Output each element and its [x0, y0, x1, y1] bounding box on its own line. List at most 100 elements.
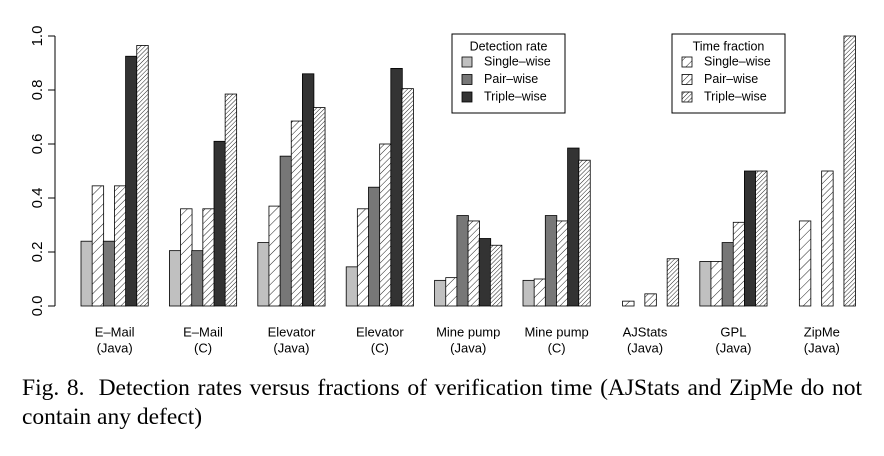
bar-detection_single: [699, 261, 712, 307]
figure-caption: Fig. 8. Detection rates versus fractions …: [22, 374, 862, 432]
legend-title: Time fraction: [693, 39, 765, 53]
legend-entry: Triple–wise: [484, 89, 547, 103]
bar-group: [522, 147, 591, 307]
legend-entry: Single–wise: [704, 54, 771, 68]
bar-detection_single: [345, 266, 359, 307]
bar-time_triple: [666, 258, 680, 307]
bar-time_single: [710, 261, 723, 307]
category-sublabel: (C): [548, 340, 566, 355]
bar-time_single: [356, 208, 370, 307]
bar-detection_single: [80, 240, 93, 307]
bar-time_single: [445, 277, 458, 307]
bar-time_single: [798, 220, 812, 307]
category-sublabel: (Java): [627, 340, 663, 355]
legend-entry: Triple–wise: [704, 89, 767, 103]
bar-detection_single: [522, 279, 535, 307]
bar-time_pair: [732, 221, 746, 307]
category-label: ZipMe: [804, 324, 840, 339]
bar-detection_single: [168, 250, 182, 307]
bar-time_triple: [401, 88, 414, 307]
bar-detection_pair: [279, 155, 293, 307]
category-label: GPL: [720, 324, 746, 339]
legend-swatch: [461, 74, 473, 85]
legends: Detection rateSingle–wisePair–wiseTriple…: [451, 33, 786, 114]
bar-group: [434, 215, 503, 307]
legend-title: Detection rate: [470, 39, 548, 53]
bar-time_single: [91, 185, 105, 307]
category-label: E–Mail: [183, 324, 223, 339]
y-tick-label: 0.4: [29, 188, 46, 209]
bar-group: [622, 258, 680, 307]
bar-time_triple: [489, 244, 503, 307]
bar-group: [80, 45, 149, 307]
bar-detection_pair: [721, 242, 734, 307]
y-tick-label: 1.0: [29, 26, 46, 47]
caption-text: Detection rates versus fractions of veri…: [22, 375, 862, 430]
bar-time_triple: [578, 159, 591, 307]
category-label: Mine pump: [524, 324, 588, 339]
category-sublabel: (C): [371, 340, 389, 355]
category-sublabel: (Java): [450, 340, 486, 355]
bar-detection_triple: [478, 238, 492, 307]
bar-detection_triple: [744, 170, 757, 307]
category-sublabel: (Java): [273, 340, 309, 355]
legend-entry: Pair–wise: [704, 72, 758, 86]
bar-detection_single: [434, 279, 447, 307]
y-tick-label: 0.8: [29, 80, 46, 101]
bar-group: [257, 73, 326, 307]
bar-detection_pair: [102, 240, 116, 307]
category-label: E–Mail: [95, 324, 135, 339]
legend-swatch: [461, 56, 473, 68]
bar-detection_triple: [213, 140, 226, 307]
bar-time_pair: [821, 170, 834, 307]
bar-time_pair: [114, 185, 127, 307]
bar-time_single: [268, 205, 281, 307]
legend-entry: Pair–wise: [484, 72, 538, 86]
bar-time_triple: [136, 45, 149, 307]
category-sublabel: (Java): [715, 340, 751, 355]
bar-time_single: [533, 278, 547, 307]
bar-time_single: [180, 208, 193, 307]
category-sublabel: (Java): [804, 340, 840, 355]
bar-detection_triple: [301, 73, 315, 307]
category-label: AJStats: [623, 324, 668, 339]
bar-detection_pair: [368, 186, 381, 307]
legend-swatch: [681, 74, 693, 85]
bar-detection_triple: [125, 55, 138, 307]
bar-detection_pair: [191, 250, 204, 307]
bar-time_pair: [202, 208, 215, 307]
legend-swatch: [681, 56, 693, 68]
category-sublabel: (C): [194, 340, 212, 355]
category-label: Mine pump: [436, 324, 500, 339]
bar-detection_single: [257, 242, 270, 307]
bar-time_triple: [224, 93, 238, 307]
category-label: Elevator: [356, 324, 404, 339]
bar-group: [168, 93, 238, 307]
bars: [80, 35, 856, 307]
bar-group: [699, 170, 768, 307]
y-tick-label: 0.6: [29, 134, 46, 155]
bar-detection_pair: [456, 215, 469, 307]
bar-time_pair: [379, 143, 392, 307]
bar-detection_triple: [567, 147, 580, 307]
bar-time_pair: [467, 220, 480, 307]
y-tick-label: 0.0: [29, 296, 46, 317]
y-axis: 0.0 0.2 0.4 0.6 0.8 1.0: [29, 26, 56, 317]
caption-label: Fig. 8.: [22, 375, 85, 401]
category-sublabel: (Java): [97, 340, 133, 355]
bar-time_triple: [755, 170, 768, 307]
legend-entry: Single–wise: [484, 54, 551, 68]
bar-time_triple: [843, 35, 856, 307]
bar-chart: 0.00.20.40.60.81.0 E–Mail(Java)E–Mail(C)…: [29, 26, 856, 355]
bar-time_pair: [644, 293, 657, 307]
y-tick-label: 0.2: [29, 242, 46, 263]
x-axis-labels: E–Mail(Java)E–Mail(C)Elevator(Java)Eleva…: [95, 324, 840, 355]
bar-time_triple: [313, 107, 326, 307]
bar-detection_triple: [390, 68, 403, 307]
bar-detection_pair: [544, 215, 558, 307]
bar-group: [345, 68, 414, 307]
bar-group: [798, 35, 856, 307]
bar-time_single: [622, 300, 635, 307]
